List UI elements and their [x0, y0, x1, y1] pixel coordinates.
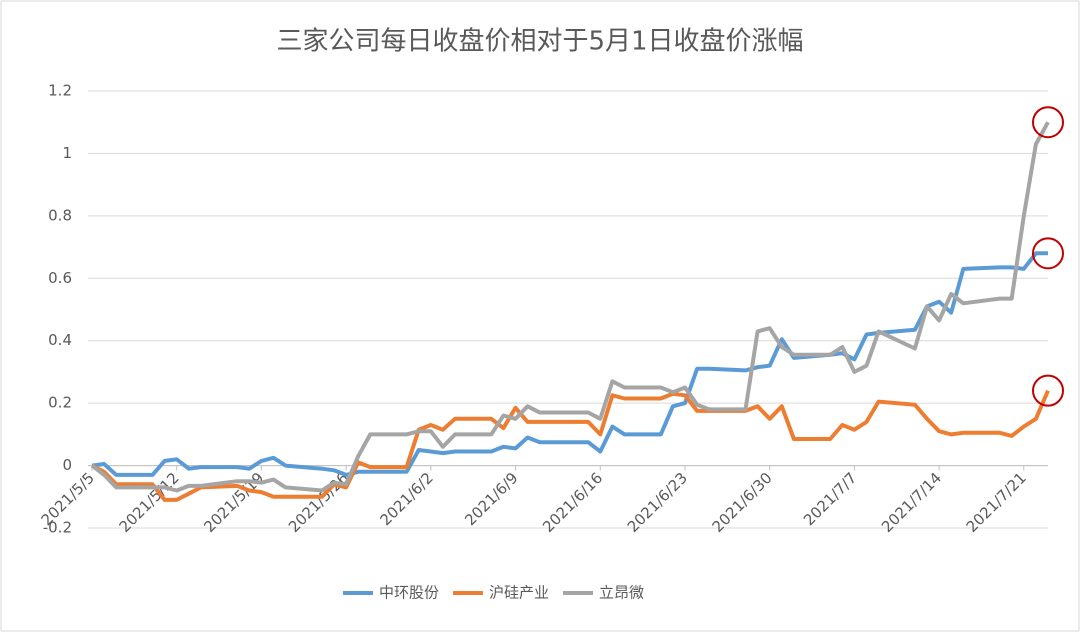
highlight-circle — [1032, 374, 1064, 407]
y-tick-label: 1 — [62, 144, 72, 162]
y-tick-label: 0.8 — [48, 206, 72, 224]
legend-label: 沪硅产业 — [489, 584, 549, 602]
chart-title: 三家公司每日收盘价相对于5月1日收盘价涨幅 — [276, 27, 803, 57]
y-tick-label: 0.4 — [48, 331, 72, 349]
highlight-circle — [1032, 106, 1064, 139]
series-line — [91, 251, 1048, 477]
highlight-circle — [1032, 237, 1064, 270]
y-tick-label: -0.2 — [43, 519, 72, 537]
legend-label: 中环股份 — [379, 584, 439, 602]
y-tick-label: 0.6 — [48, 269, 72, 287]
series-line — [91, 389, 1050, 502]
series-line — [90, 121, 1050, 493]
legend-label: 立昂微 — [599, 584, 644, 602]
y-tick-label: 0.2 — [48, 394, 72, 412]
y-tick-label: 1.2 — [48, 82, 72, 100]
y-tick-label: 0 — [62, 456, 72, 474]
